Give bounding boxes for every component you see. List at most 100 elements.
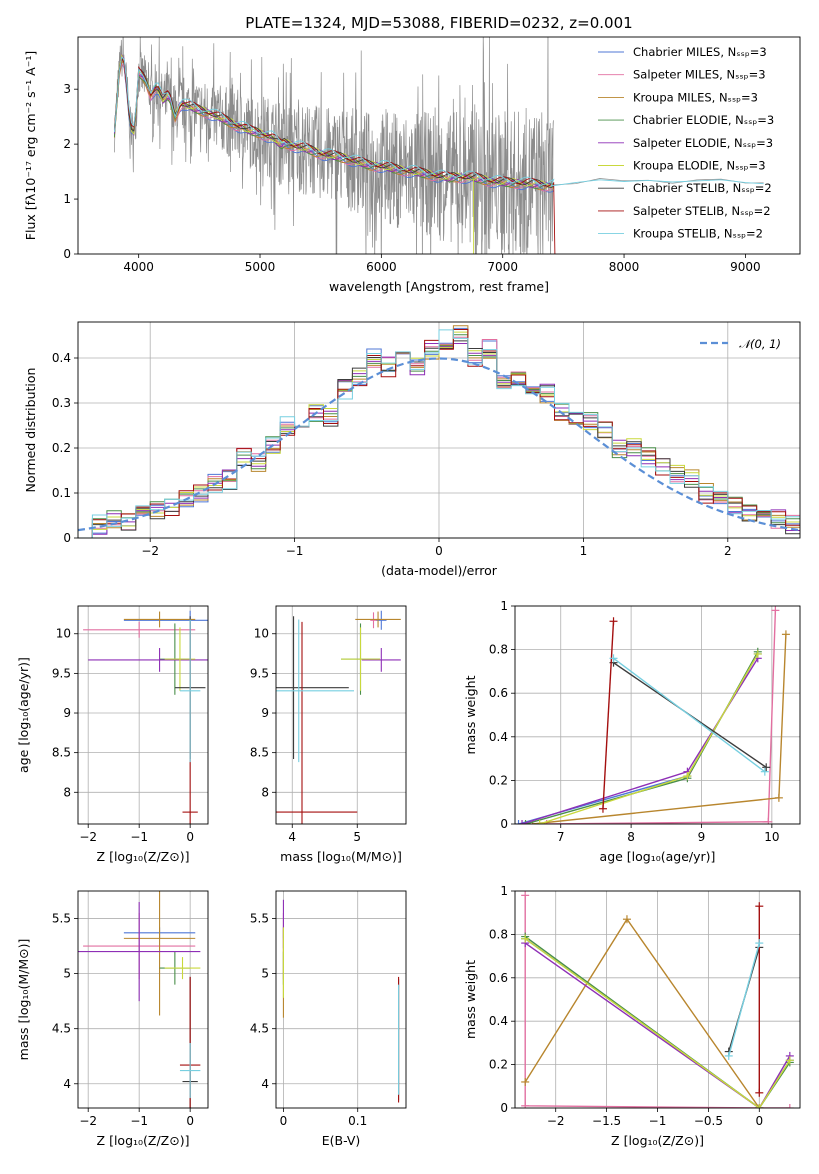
y-tick-label: 0.8 xyxy=(489,643,508,657)
errorbar-point-6 xyxy=(276,616,349,759)
y-axis-label: Flux [fλ10⁻¹⁷ erg cm⁻² s⁻¹ A⁻¹] xyxy=(23,51,38,240)
weight-marker-5 xyxy=(535,820,544,824)
errorbar-point-2 xyxy=(355,611,401,628)
axes-frame: −2 −1 0 8 8.5 9 9.5 10 Z [log₁₀(Z/Z⊙)] age [log₁₀… xyxy=(16,605,209,864)
y-tick-label: 0.2 xyxy=(52,441,71,455)
errorbar-point-4 xyxy=(78,902,201,1002)
model-spectrum-8 xyxy=(113,56,764,187)
model-spectrum-6 xyxy=(113,56,554,188)
errorbar-point-1 xyxy=(83,621,196,638)
x-tick-label: −1 xyxy=(130,830,148,844)
legend: Chabrier MILES, Nₛₛₚ=3 Salpeter MILES, Nₛ… xyxy=(598,45,774,241)
y-tick-label: 4.5 xyxy=(52,1022,71,1036)
x-tick-label: −2 xyxy=(79,1114,97,1128)
x-tick-label: 9 xyxy=(698,830,706,844)
errorbar-point-4 xyxy=(88,648,208,672)
axes-frame: −2 −1 0 1 2 0 0.1 0.2 0.3 0.4 (data-model)/error No… xyxy=(23,321,801,578)
weight-marker-5 xyxy=(755,1104,764,1108)
weight-marker-8 xyxy=(724,1051,733,1060)
x-tick-label: 8 xyxy=(627,830,635,844)
legend-entry: Salpeter STELIB, Nₛₛₚ=2 xyxy=(633,204,771,218)
x-axis-label: Z [log₁₀(Z/Z⊙)] xyxy=(611,1133,704,1148)
axes-frame: 7 8 9 10 0 0.2 0.4 0.6 0.8 1 age [log₁₀(age/yr)] ma… xyxy=(463,599,801,864)
y-tick-label: 5 xyxy=(261,967,269,981)
axes-box xyxy=(77,605,209,825)
axes-box xyxy=(275,605,407,825)
x-tick-label: 6000 xyxy=(366,260,397,274)
x-tick-label: 4 xyxy=(288,830,296,844)
weight-line-5 xyxy=(524,938,791,1108)
y-tick-label: 9 xyxy=(261,706,269,720)
y-tick-label: 0.3 xyxy=(52,396,71,410)
x-tick-label: 4000 xyxy=(123,260,154,274)
x-tick-label: 5000 xyxy=(245,260,276,274)
weight-marker-7 xyxy=(598,804,607,813)
y-tick-label: 4.5 xyxy=(250,1022,269,1036)
y-axis-label: Normed distribution xyxy=(23,368,38,493)
y-tick-label: 8 xyxy=(261,785,269,799)
plot-area xyxy=(78,325,800,538)
x-tick-label: −2 xyxy=(141,544,159,558)
x-tick-label: −1 xyxy=(130,1114,148,1128)
plot-area xyxy=(276,610,401,824)
weight-line-4 xyxy=(521,657,759,824)
y-tick-label: 10 xyxy=(56,627,71,641)
errorbar-point-7 xyxy=(276,621,358,824)
legend-entry: Chabrier ELODIE, Nₛₛₚ=3 xyxy=(633,113,774,127)
weight-marker-5 xyxy=(753,649,762,658)
weight-marker-8 xyxy=(760,767,769,776)
y-axis-label: mass weight xyxy=(463,960,478,1039)
y-tick-label: 2 xyxy=(63,137,71,151)
y-tick-label: 4 xyxy=(261,1077,269,1091)
axes-frame: −2 −1.5 −1 −0.5 0 0 0.2 0.4 0.6 0.8 1 Z [log₁₀(Z/Z⊙… xyxy=(463,884,801,1148)
x-axis-label: wavelength [Angstrom, rest frame] xyxy=(329,279,549,294)
x-axis-label: Z [log₁₀(Z/Z⊙)] xyxy=(97,1133,190,1148)
x-axis-label: (data-model)/error xyxy=(381,563,498,578)
weight-marker-5 xyxy=(521,934,530,943)
weight-line-8 xyxy=(728,942,760,1057)
weight-marker-5 xyxy=(785,1056,794,1065)
x-tick-label: −1 xyxy=(649,1114,667,1128)
legend-entry: Salpeter ELODIE, Nₛₛₚ=3 xyxy=(633,136,773,150)
y-tick-label: 0 xyxy=(63,247,71,261)
weight-line-1 xyxy=(546,610,777,824)
axes-box xyxy=(514,605,801,825)
weight-marker-5 xyxy=(683,772,692,781)
chart-age-vs-mass: 4 5 8 8.5 9 9.5 10 mass [log₁₀(M/M⊙)] xyxy=(250,605,407,864)
weight-line-1 xyxy=(524,895,790,1108)
chart-weight-vs-z: −2 −1.5 −1 −0.5 0 0 0.2 0.4 0.6 0.8 1 Z [log₁₀(Z/Z⊙… xyxy=(463,884,801,1148)
x-axis-label: mass [log₁₀(M/M⊙)] xyxy=(280,849,402,864)
errorbar-point-8 xyxy=(179,1043,201,1099)
weight-marker-4 xyxy=(518,820,527,824)
y-axis-label: mass weight xyxy=(463,675,478,754)
weight-marker-0 xyxy=(515,820,523,824)
y-tick-label: 8 xyxy=(63,785,71,799)
legend-entry: Kroupa MILES, Nₛₛₚ=3 xyxy=(633,90,758,104)
y-tick-label: 0.4 xyxy=(489,1014,508,1028)
errorbar-point-5 xyxy=(164,957,201,980)
axes-frame: 0 0.1 4 4.5 5 5.5 E(B-V) xyxy=(250,890,407,1148)
x-tick-label: −1 xyxy=(286,544,304,558)
weight-marker-2 xyxy=(774,793,783,802)
y-tick-label: 3 xyxy=(63,82,71,96)
y-tick-label: 0.1 xyxy=(52,486,71,500)
weight-line-2 xyxy=(524,917,760,1108)
legend-entry: Chabrier STELIB, Nₛₛₚ=2 xyxy=(633,181,772,195)
axes-frame: 4 5 8 8.5 9 9.5 10 mass [log₁₀(M/M⊙)] xyxy=(250,605,407,864)
weight-marker-8 xyxy=(755,939,764,948)
legend-entry: Kroupa STELIB, Nₛₛₚ=2 xyxy=(633,227,763,241)
x-axis-label: E(B-V) xyxy=(322,1133,361,1148)
x-tick-label: 0 xyxy=(186,1114,194,1128)
legend-entry: 𝒩(0, 1) xyxy=(739,337,781,351)
y-tick-label: 0 xyxy=(63,531,71,545)
y-tick-label: 0.4 xyxy=(489,730,508,744)
model-spectrum-7 xyxy=(113,57,556,254)
x-tick-label: 0 xyxy=(280,1114,288,1128)
y-tick-label: 5.5 xyxy=(250,912,269,926)
legend-entry: Kroupa ELODIE, Nₛₛₚ=3 xyxy=(633,159,766,173)
weight-line-4 xyxy=(524,942,791,1108)
axes-frame: 4000 5000 6000 7000 8000 9000 0 1 2 3 wavelength [… xyxy=(23,14,801,294)
x-axis-label: Z [log₁₀(Z/Z⊙)] xyxy=(97,849,190,864)
normal-curve xyxy=(78,357,800,532)
y-tick-label: 5 xyxy=(63,967,71,981)
